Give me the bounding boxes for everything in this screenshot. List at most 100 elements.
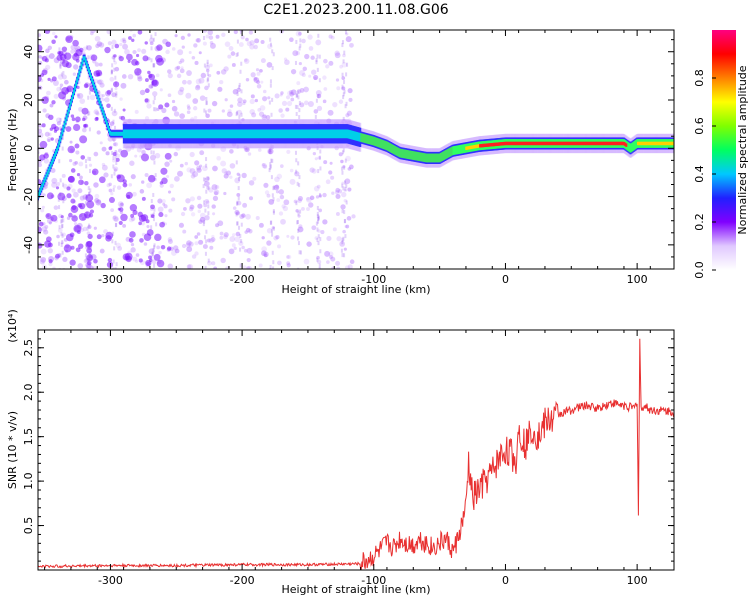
noise-point — [318, 208, 323, 213]
ridge-core — [310, 129, 313, 139]
noise-point — [316, 255, 320, 260]
noise-blob — [67, 145, 76, 154]
snr-series-line — [38, 338, 674, 570]
noise-point — [241, 172, 247, 179]
noise-point — [307, 34, 313, 40]
noise-point — [279, 93, 283, 97]
noise-point — [130, 247, 136, 253]
noise-point — [205, 176, 210, 181]
snr-y-multiplier: (x10⁴) — [6, 309, 19, 343]
noise-point — [173, 151, 179, 157]
noise-point — [243, 265, 247, 269]
ridge-core — [206, 129, 209, 139]
noise-point — [278, 189, 285, 195]
ridge-peak — [561, 141, 564, 146]
streak-point — [272, 186, 275, 191]
ridge-peak — [600, 141, 603, 146]
streak-point — [206, 78, 209, 83]
noise-point — [151, 259, 157, 265]
ridge-core — [169, 129, 172, 139]
noise-point — [263, 253, 268, 258]
streak-point — [316, 54, 319, 59]
ridge-peak — [558, 141, 561, 146]
ridge-core — [245, 129, 248, 139]
ridge-core — [257, 129, 260, 139]
noise-blob — [106, 103, 111, 108]
streak-point — [150, 46, 153, 51]
ridge-core — [306, 129, 309, 139]
noise-point — [268, 150, 273, 155]
streak-point — [341, 183, 344, 188]
streak-point — [115, 160, 118, 165]
ridge-core — [268, 129, 271, 139]
ridge-core — [358, 132, 361, 142]
ridge-core — [400, 149, 403, 158]
noise-point — [134, 259, 139, 263]
ridge-peak — [469, 145, 472, 150]
ridge-core — [434, 153, 437, 163]
ridge-peak — [518, 141, 521, 146]
noise-point — [106, 183, 111, 188]
noise-point — [247, 152, 252, 156]
ridge-peak — [481, 143, 484, 148]
noise-blob — [41, 55, 48, 62]
streak-point — [62, 182, 65, 187]
noise-point — [344, 265, 350, 269]
noise-point — [281, 204, 286, 209]
noise-blob — [148, 255, 152, 260]
ridge-core — [349, 130, 352, 140]
noise-point — [124, 49, 130, 55]
noise-point — [202, 30, 208, 33]
noise-point — [46, 90, 51, 96]
ridge-core — [57, 145, 60, 149]
streak-point — [270, 112, 273, 117]
noise-point — [120, 38, 125, 43]
noise-point — [245, 213, 251, 220]
noise-point — [236, 192, 241, 197]
noise-point — [141, 180, 145, 184]
ridge-core — [340, 129, 343, 139]
streak-point — [343, 165, 346, 170]
noise-point — [114, 87, 118, 91]
noise-point — [256, 80, 260, 84]
snr-panel: -300 -200 -100 0 100 0.51.01.52.02.5 Height … — [6, 309, 675, 596]
noise-point — [223, 66, 229, 72]
noise-point — [249, 98, 255, 105]
streak-point — [207, 258, 210, 263]
ridge-core — [47, 168, 50, 173]
noise-blob — [91, 168, 99, 176]
noise-point — [295, 209, 299, 213]
ridge-core — [346, 129, 349, 139]
noise-point — [275, 190, 280, 194]
ridge-peak — [486, 143, 489, 147]
streak-point — [153, 160, 156, 165]
streak-point — [114, 154, 117, 159]
streak-point — [238, 174, 241, 179]
noise-point — [204, 215, 210, 221]
noise-blob — [50, 214, 58, 222]
noise-point — [220, 160, 227, 167]
noise-point — [111, 92, 117, 98]
ridge-core — [176, 129, 179, 139]
streak-point — [271, 158, 274, 163]
ridge-core — [200, 129, 203, 139]
noise-point — [43, 229, 49, 235]
ridge-peak — [535, 141, 538, 146]
ridge-peak — [483, 143, 486, 148]
ridge-peak — [588, 141, 591, 146]
noise-blob — [38, 221, 44, 227]
streak-point — [298, 175, 301, 180]
ridge-core — [387, 142, 390, 152]
ridge-core — [437, 153, 440, 163]
ridge-peak — [665, 141, 668, 146]
ridge-core — [426, 153, 429, 163]
streak-point — [207, 83, 210, 88]
streak-point — [344, 104, 347, 109]
streak-point — [342, 148, 345, 153]
noise-point — [89, 31, 94, 36]
ridge-peak — [473, 144, 476, 149]
noise-point — [73, 222, 78, 226]
noise-blob — [66, 186, 71, 191]
ridge-core — [391, 144, 394, 154]
noise-point — [208, 237, 215, 244]
